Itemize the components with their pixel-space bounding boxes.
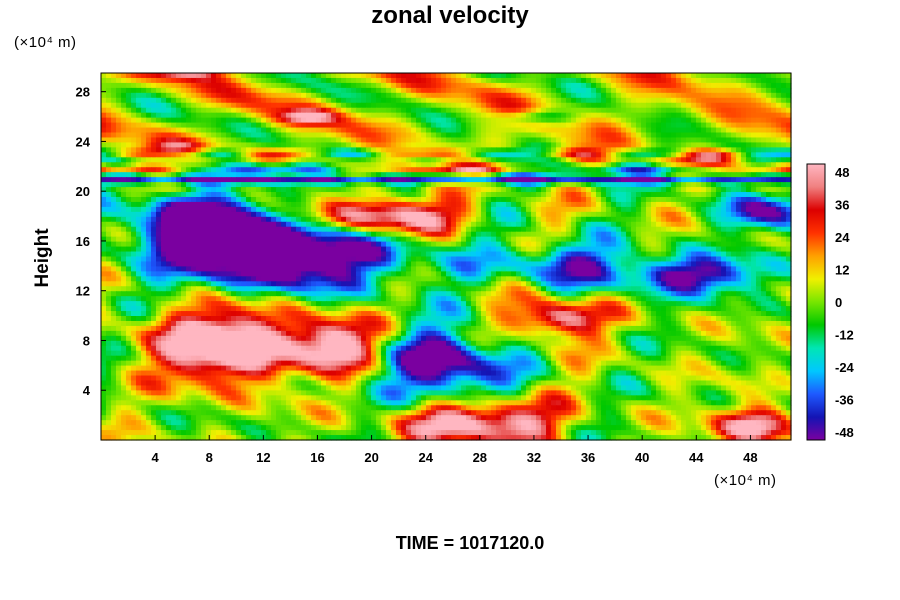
- colorbar-tick-label: 48: [835, 165, 849, 180]
- x-tick-label: 12: [256, 450, 270, 465]
- colorbar: 48 36 24 12 0 -12 -24 -36 -48: [806, 163, 855, 441]
- x-tick-label: 4: [152, 450, 160, 465]
- y-tick-label: 28: [76, 85, 90, 100]
- plot-frame: [100, 72, 792, 441]
- colorbar-tick-label: -36: [835, 393, 854, 408]
- x-tick-label: 36: [581, 450, 595, 465]
- colorbar-tick-label: -48: [835, 425, 854, 440]
- chart-title: zonal velocity: [371, 2, 529, 29]
- colorbar-tick-label: 36: [835, 198, 849, 213]
- x-tick-label: 32: [527, 450, 541, 465]
- colorbar-bar: [806, 163, 826, 441]
- x-tick-label: 24: [418, 450, 433, 465]
- colorbar-tick-label: 12: [835, 263, 849, 278]
- colorbar-tick-label: 24: [835, 230, 850, 245]
- y-tick-label: 16: [76, 234, 90, 249]
- colorbar-tick-label: 0: [835, 295, 842, 310]
- y-tick-label: 8: [83, 333, 90, 348]
- time-label: TIME = 1017120.0: [395, 533, 545, 553]
- y-tick-label: 20: [76, 184, 90, 199]
- x-tick-label: 16: [310, 450, 324, 465]
- colorbar-tick-label: -24: [835, 360, 855, 375]
- x-tick-label: 8: [206, 450, 213, 465]
- y-tick-label: 12: [76, 284, 90, 299]
- colorbar-tick-label: -12: [835, 328, 854, 343]
- x-tick-label: 48: [743, 450, 757, 465]
- x-tick-label: 44: [689, 450, 704, 465]
- x-tick-label: 40: [635, 450, 649, 465]
- x-tick-label: 20: [364, 450, 378, 465]
- x-axis-unit-label: (×10⁴ m): [714, 472, 777, 489]
- x-tick-label: 28: [473, 450, 487, 465]
- y-axis-unit-label: (×10⁴ m): [14, 34, 77, 51]
- y-tick-label: 4: [83, 383, 91, 398]
- y-tick-label: 24: [76, 134, 91, 149]
- heatmap-field: [101, 73, 792, 441]
